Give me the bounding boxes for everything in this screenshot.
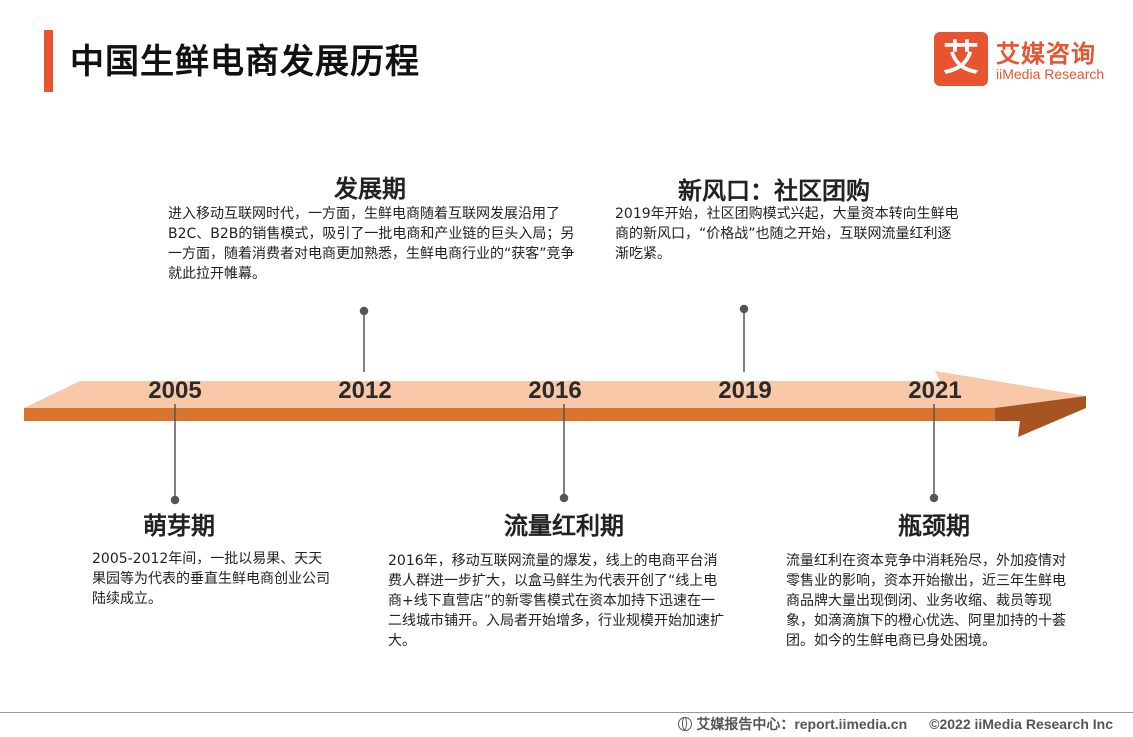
year-label: 2012	[338, 377, 392, 404]
connector-dot-2019	[739, 304, 749, 314]
stage-title-germination: 萌芽期	[143, 512, 215, 540]
footer-source: 艾媒报告中心：report.iimedia.cn	[696, 716, 908, 732]
stage-desc-bottleneck: 流量红利在资本竞争中消耗殆尽，外加疫情对零售业的影响，资本开始撤出，近三年生鲜电…	[786, 553, 1066, 649]
stage-desc-development: 进入移动互联网时代，一方面，生鲜电商随着互联网发展沿用了B2C、B2B的销售模式…	[168, 206, 575, 282]
logo-chinese-name: 艾媒咨询	[996, 40, 1096, 68]
footer-divider	[0, 712, 1133, 713]
logo-icon: 艾	[934, 32, 988, 86]
year-label: 2005	[148, 377, 202, 404]
connector-dot-2016	[559, 493, 569, 503]
logo-english-name: iiMedia Research	[996, 66, 1105, 82]
stage-desc-germination: 2005-2012年间，一批以易果、天天果园等为代表的垂直生鲜电商创业公司陆续成…	[92, 551, 330, 607]
timeline-arrow-front-face	[24, 408, 995, 421]
stage-title-development: 发展期	[334, 175, 406, 203]
connector-dot-2021	[929, 493, 939, 503]
title-accent-bar	[44, 30, 53, 92]
stage-desc-community-group-buying: 2019年开始，社区团购模式兴起，大量资本转向生鲜电商的新风口，“价格战”也随之…	[615, 206, 959, 262]
page-title: 中国生鲜电商发展历程	[70, 42, 420, 82]
year-label: 2019	[718, 377, 772, 404]
stage-title-community-group-buying: 新风口：社区团购	[678, 177, 870, 205]
year-label: 2016	[528, 377, 582, 404]
stage-title-traffic-dividend: 流量红利期	[504, 512, 624, 540]
footer: 艾媒报告中心：report.iimedia.cn ©2022 iiMedia Re…	[678, 714, 1113, 734]
connector-dot-2012	[359, 306, 369, 316]
year-label: 2021	[908, 377, 962, 404]
timeline-arrow-head-side	[995, 396, 1086, 437]
stage-desc-traffic-dividend: 2016年，移动互联网流量的爆发，线上的电商平台消费人群进一步扩大，以盒马鲜生为…	[388, 553, 724, 649]
timeline-arrow-top-face	[24, 371, 1086, 408]
stage-title-bottleneck: 瓶颈期	[898, 512, 970, 540]
footer-copyright: ©2022 iiMedia Research Inc	[929, 716, 1113, 732]
connector-dot-2005	[170, 495, 180, 505]
globe-icon	[678, 717, 693, 731]
